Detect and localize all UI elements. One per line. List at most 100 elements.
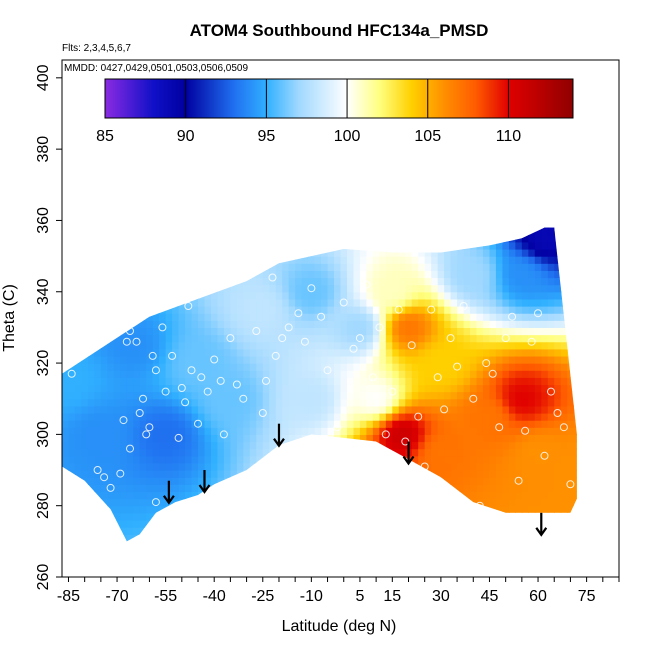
heatmap-cell [198, 412, 206, 421]
heatmap-cell [262, 263, 270, 271]
heatmap-cell [431, 420, 439, 428]
heatmap-cell [191, 370, 199, 378]
heatmap-cell [230, 306, 238, 314]
heatmap-cell [508, 377, 516, 386]
heatmap-cell [120, 355, 128, 364]
heatmap-cell [450, 355, 458, 364]
heatmap-cell [334, 270, 342, 279]
sample-point [116, 469, 125, 478]
heatmap-cell [133, 477, 141, 485]
heatmap-cell [275, 277, 283, 286]
heatmap-cell [418, 327, 426, 336]
heatmap-cell [230, 512, 238, 521]
heatmap-cell [521, 355, 529, 364]
heatmap-cell [573, 327, 577, 336]
heatmap-cell [515, 448, 523, 457]
heatmap-cell [515, 241, 523, 250]
heatmap-cell [139, 448, 147, 457]
heatmap-cell [223, 227, 231, 236]
heatmap-cell [191, 405, 199, 414]
heatmap-cell [178, 512, 186, 521]
heatmap-cell [126, 334, 134, 343]
heatmap-cell [385, 534, 393, 542]
heatmap-cell [159, 341, 167, 350]
heatmap-cell [366, 448, 374, 457]
heatmap-cell [398, 427, 406, 435]
heatmap-cell [463, 384, 471, 393]
heatmap-cell [87, 263, 95, 271]
heatmap-cell [87, 527, 95, 535]
heatmap-cell [470, 427, 478, 435]
heatmap-cell [314, 384, 322, 393]
heatmap-cell [179, 541, 186, 549]
heatmap-cell [366, 384, 374, 393]
heatmap-cell [385, 313, 393, 321]
heatmap-cell [489, 227, 497, 236]
heatmap-cell [217, 277, 225, 286]
heatmap-cell [431, 341, 439, 350]
heatmap-cell [81, 412, 89, 421]
heatmap-cell [334, 470, 342, 478]
heatmap-cell [463, 412, 471, 421]
heatmap-cell [256, 441, 264, 450]
heatmap-cell [236, 313, 244, 321]
heatmap-cell [68, 313, 76, 321]
sample-point [388, 387, 397, 396]
heatmap-cell [573, 291, 577, 300]
heatmap-cell [230, 477, 238, 485]
heatmap-cell [62, 270, 70, 279]
heatmap-cell [334, 505, 342, 514]
heatmap-cell [62, 491, 70, 500]
heatmap-cell [301, 306, 309, 314]
heatmap-cell [424, 327, 432, 336]
heatmap-cell [68, 363, 76, 371]
heatmap-cell [424, 277, 432, 286]
heatmap-cell [223, 455, 231, 464]
sample-point [294, 309, 303, 318]
heatmap-cell [495, 256, 504, 264]
heatmap-cell [463, 448, 471, 457]
heatmap-cell [495, 298, 504, 307]
heatmap-cell [346, 434, 355, 443]
heatmap-cell [172, 284, 180, 293]
heatmap-cell [295, 527, 303, 535]
heatmap-cell [120, 248, 128, 257]
heatmap-cell [567, 227, 575, 236]
heatmap-cell [282, 241, 290, 250]
heatmap-cell [470, 248, 478, 257]
heatmap-cell [146, 270, 154, 279]
heatmap-cell [133, 470, 141, 478]
heatmap-cell [62, 341, 70, 350]
heatmap-cell [243, 441, 251, 450]
heatmap-cell [573, 498, 577, 507]
heatmap-cell [502, 213, 509, 221]
heatmap-cell [74, 448, 83, 457]
heatmap-cell [515, 455, 523, 464]
heatmap-cell [210, 227, 219, 236]
heatmap-cell [107, 427, 115, 435]
heatmap-cell [534, 405, 542, 414]
heatmap-cell [282, 227, 290, 236]
heatmap-cell [366, 291, 374, 300]
heatmap-cell [495, 484, 504, 493]
heatmap-cell [120, 227, 128, 229]
heatmap-cell [159, 398, 167, 407]
heatmap-cell [301, 455, 309, 464]
heatmap-cell [385, 505, 393, 514]
heatmap-cell [392, 227, 400, 236]
heatmap-cell [87, 355, 95, 364]
heatmap-cell [62, 213, 69, 221]
heatmap-cell [463, 427, 471, 435]
heatmap-cell [282, 412, 290, 421]
heatmap-cell [359, 491, 368, 500]
heatmap-cell [457, 348, 465, 357]
heatmap-cell [379, 334, 387, 343]
heatmap-cell [217, 391, 225, 400]
heatmap-cell [166, 548, 173, 556]
heatmap-cell [534, 341, 542, 350]
heatmap-cell [256, 248, 264, 257]
heatmap-cell [126, 263, 134, 271]
heatmap-cell [405, 505, 413, 514]
heatmap-cell [554, 370, 562, 378]
heatmap-cell [560, 241, 568, 250]
